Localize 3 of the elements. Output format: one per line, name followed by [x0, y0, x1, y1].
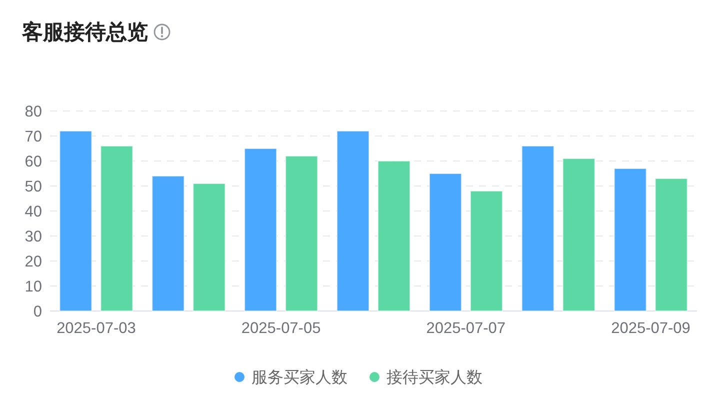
- legend-label: 接待买家人数: [386, 368, 482, 386]
- legend-label: 服务买家人数: [252, 368, 348, 386]
- title: 客服接待总览: [22, 21, 148, 44]
